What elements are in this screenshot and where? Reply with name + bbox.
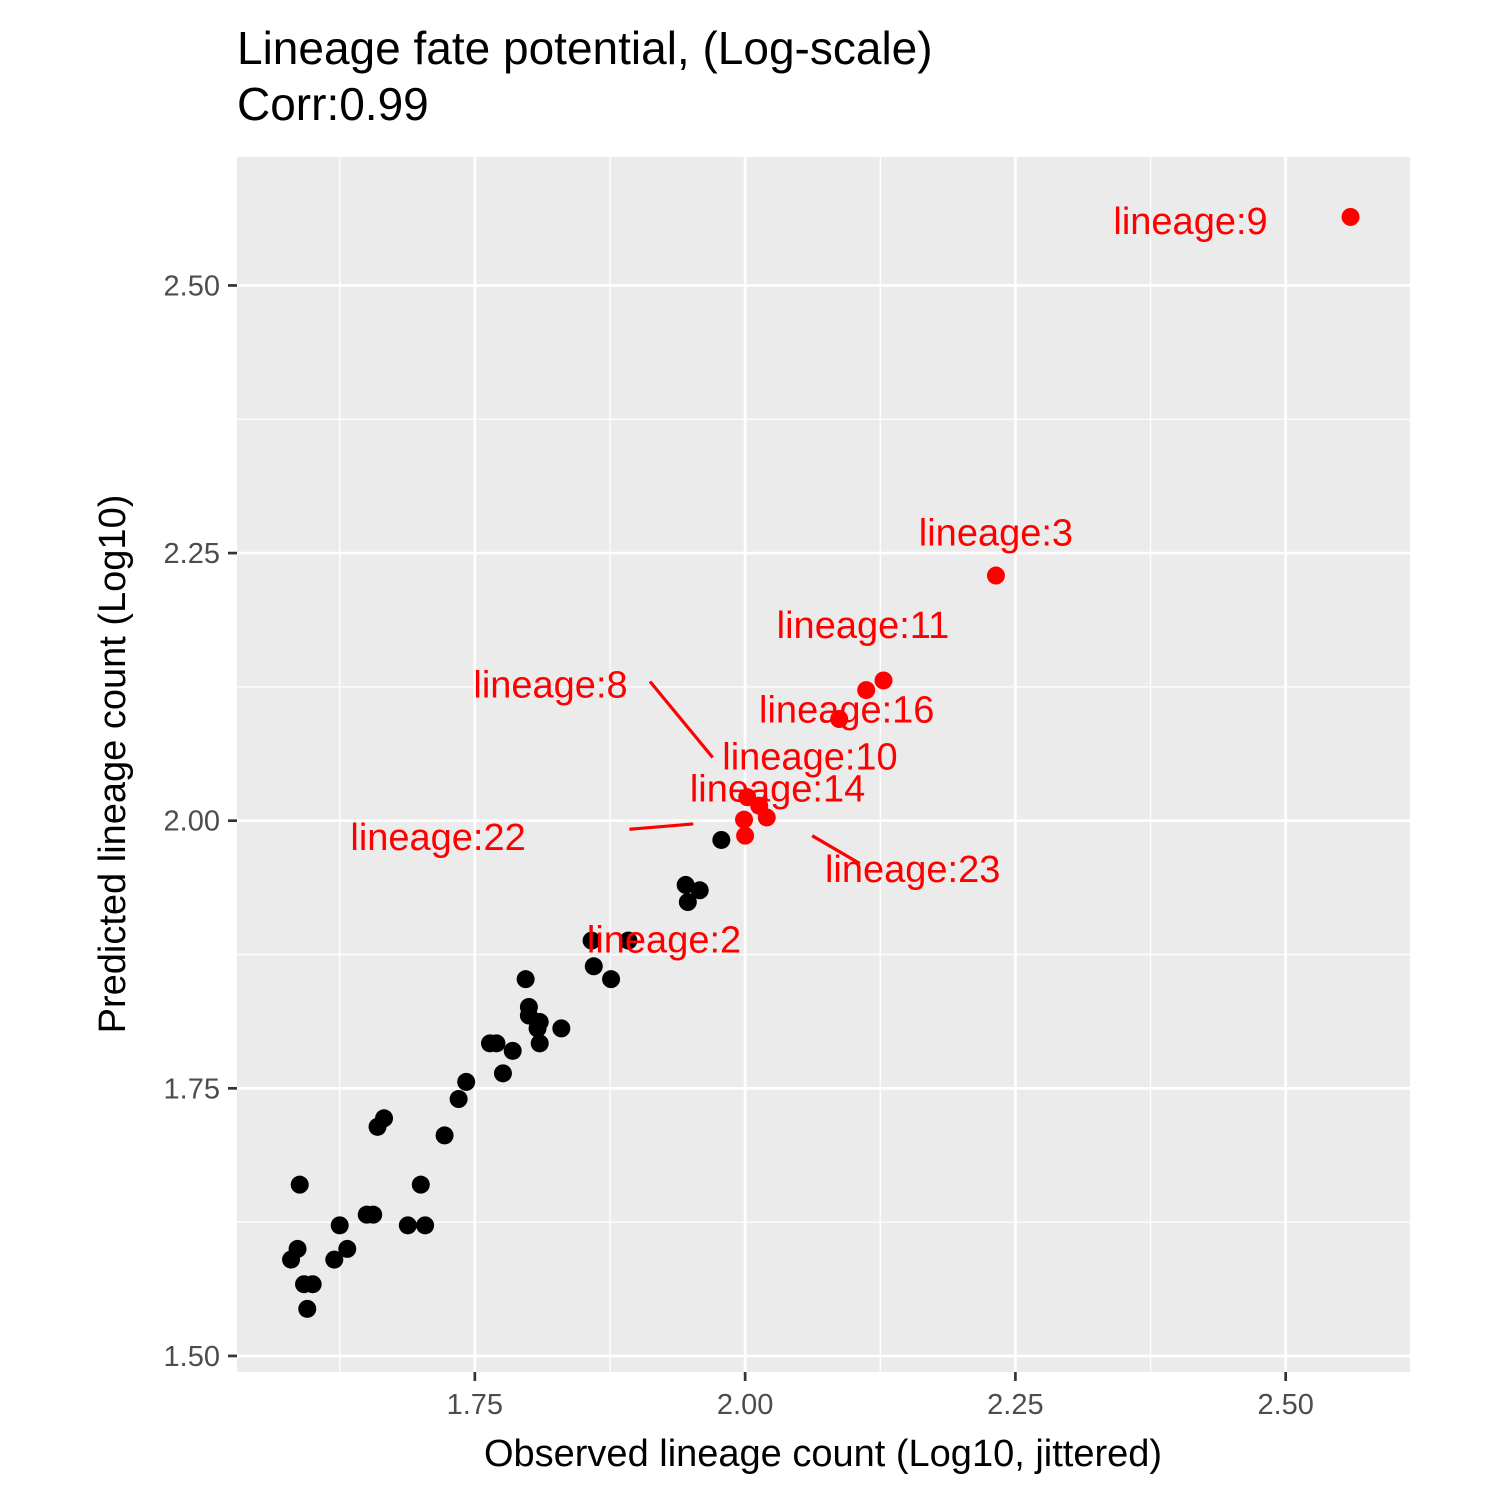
data-point	[375, 1109, 394, 1128]
data-point	[416, 1216, 435, 1235]
point-label: lineage:23	[825, 849, 1000, 891]
data-points	[282, 207, 1360, 1318]
data-point	[530, 1034, 549, 1053]
plot-panel	[237, 157, 1410, 1372]
data-point	[290, 1175, 309, 1194]
highlighted-data-point	[874, 671, 893, 690]
data-point	[303, 1275, 322, 1294]
data-point	[411, 1175, 430, 1194]
highlighted-data-point	[830, 710, 849, 729]
data-point	[330, 1216, 349, 1235]
label-leader-line	[811, 834, 861, 865]
x-tick-label: 2.50	[1257, 1389, 1313, 1421]
data-point	[493, 1064, 512, 1083]
point-label: lineage:14	[690, 769, 865, 811]
data-point	[457, 1072, 476, 1091]
x-tick-label: 2.00	[717, 1389, 773, 1421]
data-point	[364, 1205, 383, 1224]
point-label: lineage:22	[350, 817, 525, 859]
point-label: lineage:2	[587, 920, 741, 962]
x-axis: 1.75 2.00 2.25 2.50	[447, 1372, 1314, 1421]
highlighted-data-point	[735, 810, 754, 829]
data-point	[519, 997, 538, 1016]
y-axis-title: Predicted lineage count (Log10)	[92, 495, 134, 1034]
major-gridlines	[237, 157, 1410, 1372]
data-point	[435, 1126, 454, 1145]
y-tick-label: 2.00	[164, 806, 220, 838]
label-leader-line	[648, 680, 714, 759]
highlighted-data-point	[1341, 207, 1360, 226]
point-label: lineage:11	[777, 605, 950, 647]
data-point	[712, 830, 731, 849]
label-leader-lines	[629, 680, 861, 865]
highlighted-data-point	[738, 788, 757, 807]
point-label: lineage:8	[473, 665, 627, 707]
y-tick-label: 2.25	[164, 538, 220, 570]
point-label: lineage:16	[759, 689, 934, 731]
highlighted-data-point	[986, 566, 1005, 585]
x-axis-title: Observed lineage count (Log10, jittered)	[484, 1433, 1162, 1475]
label-leader-line	[629, 822, 694, 831]
data-point	[582, 931, 601, 950]
data-point	[298, 1299, 317, 1318]
data-point	[676, 875, 695, 894]
data-point	[690, 881, 709, 900]
data-point	[398, 1216, 417, 1235]
data-point	[619, 931, 638, 950]
highlighted-data-point	[857, 681, 876, 700]
data-point	[325, 1250, 344, 1269]
data-point	[678, 893, 697, 912]
data-point	[552, 1019, 571, 1038]
data-point	[503, 1041, 522, 1060]
data-point	[584, 957, 603, 976]
data-point	[288, 1239, 307, 1258]
point-labels: lineage:9 lineage:3 lineage:11 lineage:16 li…	[350, 201, 1267, 961]
data-point	[338, 1239, 357, 1258]
highlighted-data-point	[736, 826, 755, 845]
x-tick-label: 1.75	[447, 1389, 503, 1421]
data-point	[516, 970, 535, 989]
point-label: lineage:3	[919, 513, 1073, 555]
x-tick-label: 2.25	[987, 1389, 1043, 1421]
point-label: lineage:10	[722, 736, 897, 778]
y-tick-label: 1.75	[164, 1073, 220, 1105]
data-point	[449, 1090, 468, 1109]
y-axis: 1.50 1.75 2.00 2.25 2.50	[164, 270, 237, 1373]
y-tick-label: 2.50	[164, 270, 220, 302]
data-point	[530, 1012, 549, 1031]
y-tick-label: 1.50	[164, 1341, 220, 1373]
chart-subtitle: Corr:0.99	[237, 78, 429, 130]
data-point	[602, 970, 621, 989]
chart-title: Lineage fate potential, (Log-scale)	[237, 22, 933, 74]
data-point	[487, 1034, 506, 1053]
point-label: lineage:9	[1113, 201, 1267, 243]
